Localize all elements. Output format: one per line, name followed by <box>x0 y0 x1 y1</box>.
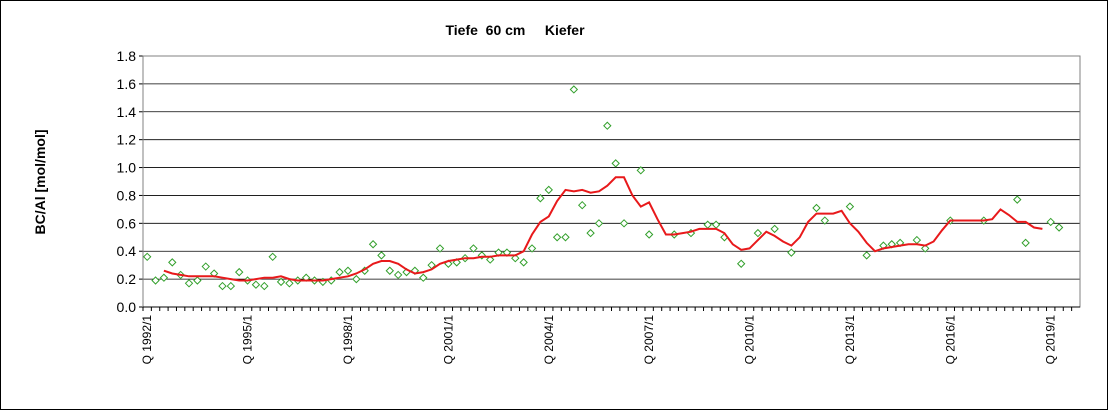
data-point <box>1054 223 1064 232</box>
data-point <box>268 252 277 262</box>
data-point <box>586 228 595 238</box>
x-tick-label: Q 1992/1 <box>140 315 154 365</box>
data-point <box>1021 238 1030 248</box>
y-axis-label: BC/Al [mol/mol] <box>32 130 48 235</box>
y-tick-label: 0.8 <box>117 187 137 203</box>
data-point <box>285 279 294 288</box>
y-tick-label: 0.6 <box>117 215 137 231</box>
data-point <box>435 244 445 253</box>
data-point <box>142 252 152 262</box>
y-tick-label: 0.2 <box>117 271 137 287</box>
data-point <box>594 219 604 228</box>
y-tick-label: 0.0 <box>117 299 137 315</box>
data-point <box>611 159 620 168</box>
x-tick-label: Q 2016/1 <box>943 315 957 365</box>
y-tick-label: 1.8 <box>117 48 137 64</box>
data-point <box>603 121 612 130</box>
data-point <box>536 194 545 203</box>
x-tick-label: Q 2007/1 <box>642 315 656 365</box>
data-point <box>527 244 537 253</box>
data-point <box>569 85 579 94</box>
x-tick-label: Q 1998/1 <box>341 315 355 365</box>
data-point <box>578 200 587 210</box>
data-point <box>343 266 353 275</box>
chart-title: Tiefe 60 cm Kiefer <box>445 22 585 38</box>
data-point <box>561 233 570 242</box>
x-tick-label: Q 2001/1 <box>441 315 455 365</box>
y-tick-label: 1.4 <box>117 104 137 120</box>
data-point <box>251 280 261 289</box>
data-point <box>736 259 746 268</box>
data-point <box>921 244 930 253</box>
data-point <box>159 273 169 282</box>
data-point <box>1046 217 1055 227</box>
data-point <box>552 233 562 242</box>
y-tick-label: 1.6 <box>117 76 137 92</box>
data-point <box>519 258 528 267</box>
data-point <box>335 267 344 277</box>
data-point <box>770 224 779 234</box>
data-point <box>1013 195 1022 204</box>
data-point <box>184 279 194 288</box>
data-point <box>276 277 286 287</box>
x-tick-label: Q 2004/1 <box>542 315 556 365</box>
data-point <box>368 240 378 249</box>
data-point <box>636 166 645 175</box>
data-point <box>469 244 478 253</box>
data-point <box>385 266 395 275</box>
data-point <box>862 251 871 260</box>
data-point <box>377 251 386 260</box>
y-tick-label: 1.0 <box>117 160 137 176</box>
x-tick-label: Q 2010/1 <box>743 315 757 365</box>
data-point <box>787 248 796 257</box>
x-tick-label: Q 2019/1 <box>1044 315 1058 365</box>
data-point <box>352 274 361 284</box>
data-point <box>485 255 495 264</box>
data-point <box>393 270 403 280</box>
data-point <box>193 276 202 285</box>
data-point <box>201 262 210 271</box>
data-point <box>644 230 654 239</box>
data-point <box>845 202 855 211</box>
data-point <box>511 253 520 263</box>
trend-line <box>163 176 1043 282</box>
data-point <box>419 273 428 282</box>
data-point <box>619 219 629 228</box>
y-tick-label: 0.4 <box>117 243 137 259</box>
data-point <box>477 251 487 260</box>
data-point <box>226 281 236 291</box>
data-point <box>820 216 830 225</box>
data-point <box>753 228 763 238</box>
data-point <box>260 281 269 291</box>
x-tick-label: Q 2013/1 <box>843 315 857 365</box>
data-point <box>168 258 177 267</box>
data-point <box>544 185 553 195</box>
data-point <box>235 267 244 277</box>
x-tick-label: Q 1995/1 <box>241 315 255 365</box>
data-point <box>218 281 227 291</box>
data-point <box>812 203 821 213</box>
y-tick-label: 1.2 <box>117 132 137 148</box>
data-point <box>151 276 160 285</box>
